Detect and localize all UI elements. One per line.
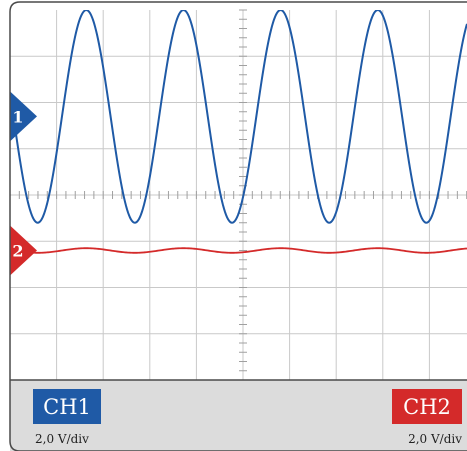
ch1-level-marker[interactable]: 1 bbox=[10, 91, 37, 142]
ch2-scale: 2,0 V/div bbox=[408, 432, 462, 446]
ch1-marker-arrow bbox=[10, 91, 37, 142]
ch1-badge[interactable] bbox=[33, 389, 101, 424]
ch1-marker-number: 1 bbox=[12, 107, 23, 126]
ch2-marker-arrow bbox=[10, 225, 37, 276]
ch2-level-marker[interactable]: 2 bbox=[10, 225, 37, 276]
graticule-grid bbox=[10, 10, 467, 380]
ch1-waveform bbox=[10, 10, 467, 224]
graticule-center-ticks bbox=[9, 9, 467, 381]
scope-frame bbox=[9, 1, 467, 451]
ch2-marker-number: 2 bbox=[12, 242, 23, 261]
ch1-scale: 2,0 V/div bbox=[35, 432, 89, 446]
ch2-waveform bbox=[10, 247, 467, 254]
ch2-badge[interactable] bbox=[392, 389, 462, 424]
ch2-label: CH2 bbox=[403, 395, 451, 419]
ch1-label: CH1 bbox=[43, 395, 91, 419]
